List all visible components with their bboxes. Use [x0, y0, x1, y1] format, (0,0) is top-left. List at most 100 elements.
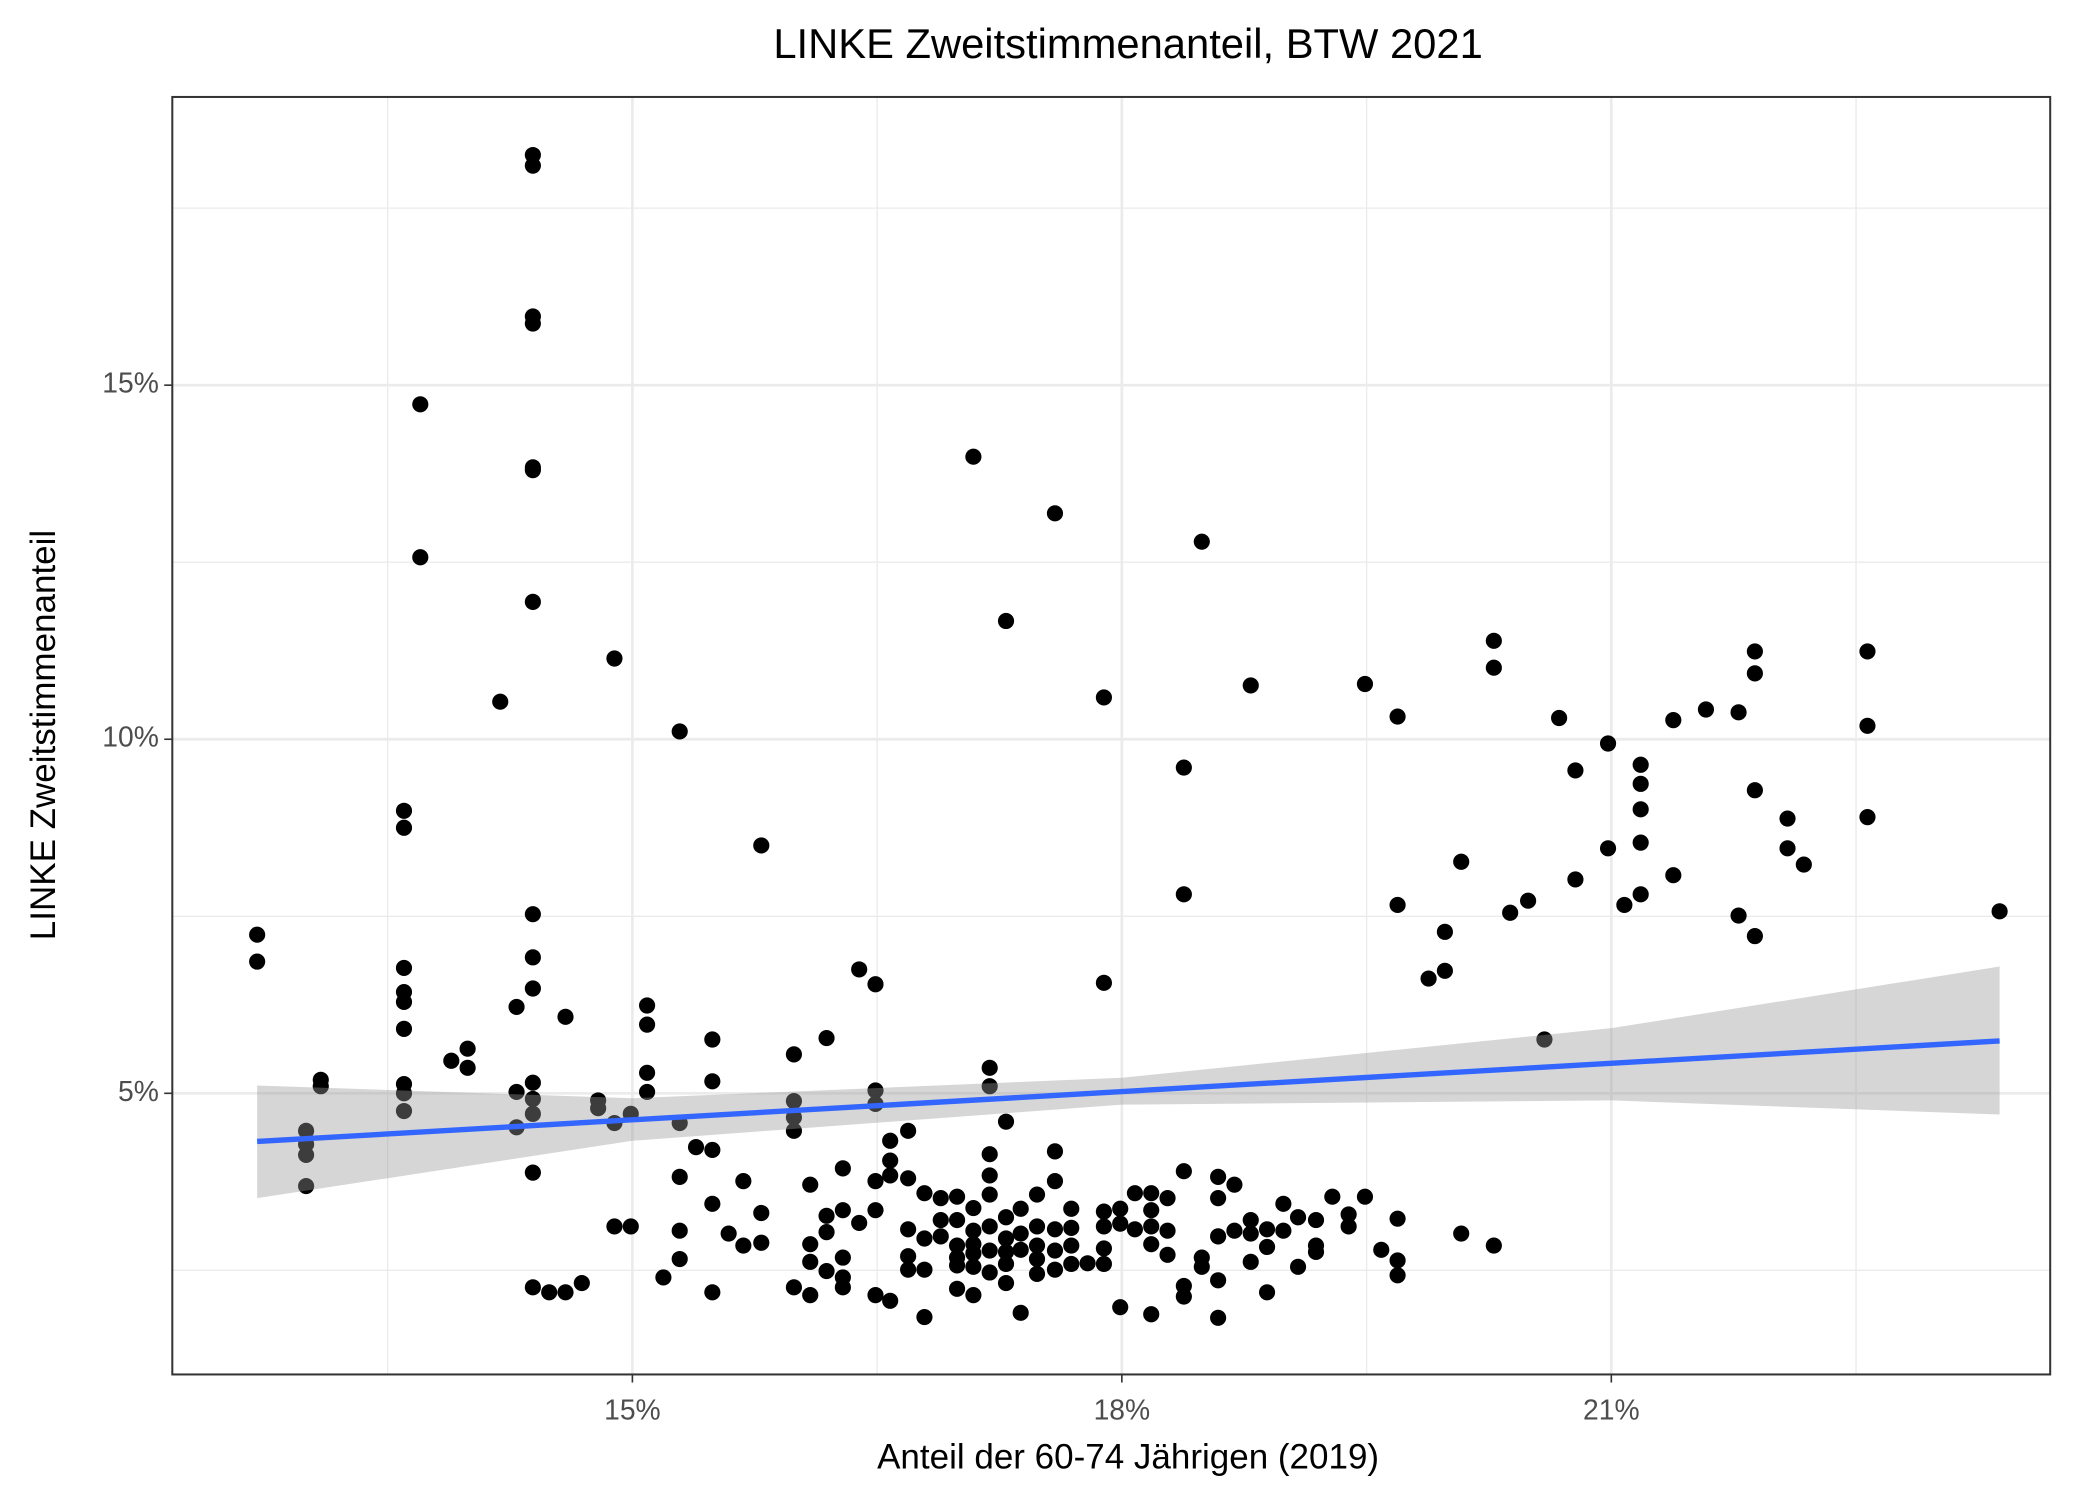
data-point — [916, 1230, 933, 1247]
data-point — [948, 1211, 966, 1229]
data-point — [818, 1030, 835, 1047]
data-point — [1632, 775, 1649, 792]
data-point — [590, 1100, 607, 1117]
data-point — [932, 1211, 949, 1229]
data-point — [948, 1257, 966, 1274]
data-point — [916, 1261, 933, 1278]
x-tick-label: 15% — [604, 1394, 661, 1426]
data-point — [1226, 1176, 1243, 1193]
data-point — [1143, 1185, 1160, 1202]
data-point — [1242, 1211, 1259, 1229]
data-point — [882, 1292, 899, 1309]
data-point — [1063, 1237, 1080, 1254]
data-point — [1665, 867, 1682, 884]
data-point — [1779, 810, 1796, 827]
data-point — [1795, 856, 1812, 873]
data-point — [1095, 1255, 1112, 1273]
data-point — [1028, 1186, 1046, 1203]
data-point — [412, 396, 429, 413]
data-point — [802, 1176, 819, 1193]
data-point — [981, 1186, 998, 1203]
fit-line — [256, 1038, 2000, 1145]
data-point — [1258, 1284, 1276, 1301]
data-point — [395, 1020, 413, 1037]
data-point — [671, 1250, 688, 1268]
data-point — [1275, 1195, 1292, 1212]
data-point — [524, 1074, 541, 1091]
data-point — [997, 1209, 1015, 1226]
data-point — [1307, 1211, 1325, 1229]
data-point — [1356, 675, 1374, 693]
data-point — [1046, 1173, 1064, 1190]
data-point — [1436, 923, 1453, 940]
data-point — [1485, 659, 1502, 676]
data-point — [753, 837, 770, 854]
data-point — [1159, 1190, 1176, 1207]
data-point — [395, 819, 413, 836]
data-point — [508, 998, 525, 1015]
data-point — [1143, 1202, 1160, 1219]
data-point — [1063, 1200, 1080, 1217]
data-point — [882, 1132, 899, 1149]
chart-title: LINKE Zweitstimmenanteil, BTW 2021 — [773, 20, 1482, 67]
data-point — [249, 926, 266, 943]
data-point — [948, 1237, 966, 1254]
data-point — [1599, 840, 1617, 857]
data-point — [524, 315, 541, 332]
data-point — [1859, 809, 1876, 826]
data-point — [395, 802, 413, 819]
data-point — [867, 1173, 884, 1190]
data-point — [704, 1284, 721, 1301]
data-point — [639, 997, 656, 1014]
data-point — [851, 1214, 868, 1231]
data-point — [785, 1279, 802, 1296]
data-point — [704, 1073, 721, 1090]
data-point — [1159, 1246, 1176, 1263]
data-point — [1632, 756, 1649, 773]
data-point — [1275, 1222, 1292, 1239]
data-point — [1746, 665, 1763, 682]
data-point — [606, 650, 623, 667]
data-point — [1746, 782, 1763, 799]
data-point — [981, 1218, 998, 1235]
data-point — [1567, 762, 1584, 779]
data-point — [1210, 1272, 1227, 1289]
data-point — [965, 1199, 982, 1217]
data-point — [1485, 632, 1502, 649]
data-point — [1289, 1209, 1307, 1226]
data-point — [1028, 1265, 1046, 1282]
data-point — [1063, 1219, 1080, 1236]
data-point — [1389, 1252, 1406, 1269]
data-point — [671, 1222, 688, 1239]
data-point — [1159, 1222, 1176, 1239]
data-point — [981, 1242, 998, 1259]
data-point — [785, 1122, 802, 1139]
data-point — [1485, 1237, 1502, 1254]
data-point — [1730, 907, 1747, 924]
data-point — [557, 1284, 574, 1301]
data-point — [981, 1059, 998, 1076]
data-point — [1599, 735, 1617, 752]
data-point — [1112, 1215, 1129, 1232]
data-point — [1436, 962, 1453, 979]
data-point — [655, 1269, 672, 1286]
data-point — [524, 593, 541, 610]
data-point — [459, 1059, 476, 1076]
data-point — [606, 1218, 623, 1235]
data-point — [1632, 886, 1649, 903]
data-point — [1242, 1225, 1259, 1242]
data-point — [298, 1122, 315, 1139]
data-point — [1453, 1225, 1470, 1242]
data-point — [965, 1245, 982, 1262]
data-point — [1046, 1221, 1064, 1238]
data-point — [1746, 928, 1763, 945]
x-tick-label: 18% — [1094, 1394, 1151, 1426]
data-point — [1012, 1304, 1029, 1321]
data-point — [867, 1287, 884, 1304]
data-point — [948, 1280, 966, 1297]
data-point — [834, 1279, 851, 1296]
data-point — [1063, 1255, 1080, 1273]
data-point — [965, 1287, 982, 1304]
